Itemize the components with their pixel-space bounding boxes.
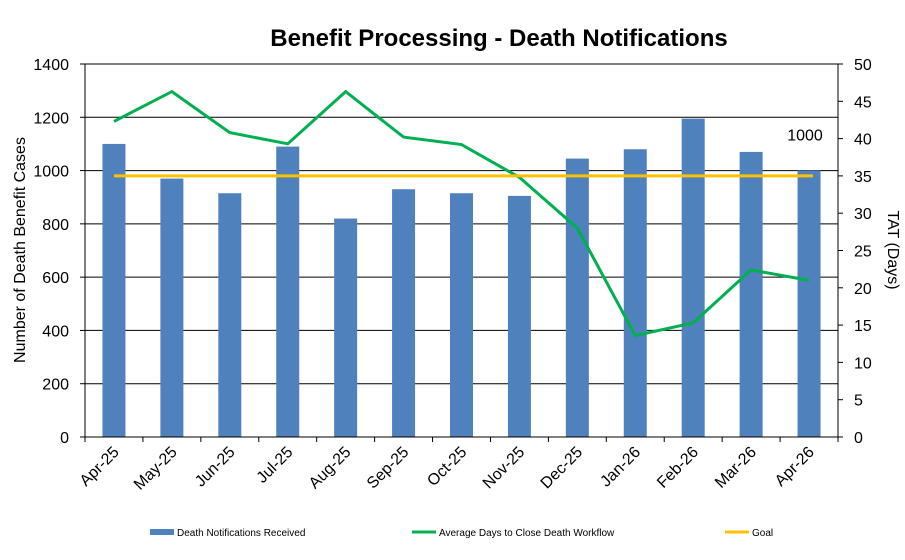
bar-series — [102, 118, 821, 438]
x-tick-label: Mar-26 — [712, 444, 760, 492]
bar — [218, 193, 242, 437]
bar — [681, 118, 705, 437]
bar — [276, 146, 300, 438]
x-tick-label: Apr-26 — [772, 444, 818, 490]
y-tick-label: 800 — [42, 217, 69, 234]
x-tick-label: Apr-25 — [77, 444, 123, 490]
bar — [102, 143, 126, 437]
x-tick-label: Dec-25 — [538, 444, 587, 493]
x-tick-label: Aug-25 — [306, 444, 355, 493]
legend: Death Notifications Received Average Days… — [150, 528, 773, 539]
bar — [392, 189, 416, 437]
y-axis-ticks: 0 200 400 600 800 1000 1200 1400 — [33, 57, 85, 447]
y-tick-label: 600 — [42, 270, 69, 287]
y2-tick-label: 0 — [854, 430, 863, 447]
y2-axis-ticks: 0 5 10 15 20 25 30 35 40 45 50 — [838, 57, 872, 447]
data-label-annotation: 1000 — [787, 128, 823, 145]
y2-tick-label: 30 — [854, 206, 872, 223]
legend-label: Average Days to Close Death Workflow — [439, 528, 615, 539]
bar — [334, 218, 358, 437]
y2-tick-label: 5 — [854, 393, 863, 410]
bar — [565, 158, 589, 437]
chart-title: Benefit Processing - Death Notifications — [270, 25, 727, 52]
bar — [507, 195, 531, 437]
x-tick-label: Nov-25 — [480, 444, 529, 493]
y2-tick-label: 25 — [854, 244, 872, 261]
y-tick-label: 1200 — [33, 110, 69, 127]
x-tick-label: Jun-25 — [192, 444, 239, 491]
y2-tick-label: 50 — [854, 57, 872, 74]
y2-tick-label: 15 — [854, 318, 872, 335]
y2-tick-label: 40 — [854, 132, 872, 149]
legend-label: Goal — [752, 528, 773, 539]
bar — [797, 170, 821, 438]
y2-tick-label: 10 — [854, 355, 872, 372]
y-tick-label: 1400 — [33, 57, 69, 74]
y-tick-label: 0 — [60, 430, 69, 447]
legend-swatch-bar — [150, 529, 174, 535]
x-tick-label: Feb-26 — [654, 444, 702, 492]
y-tick-label: 1000 — [33, 164, 69, 181]
bar — [450, 193, 473, 437]
x-tick-label: Jan-26 — [597, 444, 644, 491]
line-series — [113, 89, 814, 338]
bar — [160, 178, 184, 438]
x-tick-label: Sep-25 — [364, 444, 413, 493]
y2-axis-title: TAT (Days) — [884, 210, 901, 289]
x-tick-label: May-25 — [131, 444, 181, 494]
bar — [739, 151, 763, 437]
y2-tick-label: 35 — [854, 169, 872, 186]
avg-days-line — [113, 89, 810, 338]
x-tick-label: Jul-25 — [254, 444, 297, 487]
y-tick-label: 400 — [42, 323, 69, 340]
y-axis-title: Number of Death Benefit Cases — [12, 137, 29, 363]
y2-tick-label: 20 — [854, 281, 872, 298]
y-tick-label: 200 — [42, 377, 69, 394]
y2-tick-label: 45 — [854, 94, 872, 111]
x-tick-label: Oct-25 — [424, 444, 470, 490]
x-axis-ticks: Apr-25 May-25 Jun-25 Jul-25 Aug-25 Sep-25 Oct-… — [77, 437, 839, 494]
legend-label: Death Notifications Received — [177, 528, 305, 539]
bar — [623, 149, 647, 437]
